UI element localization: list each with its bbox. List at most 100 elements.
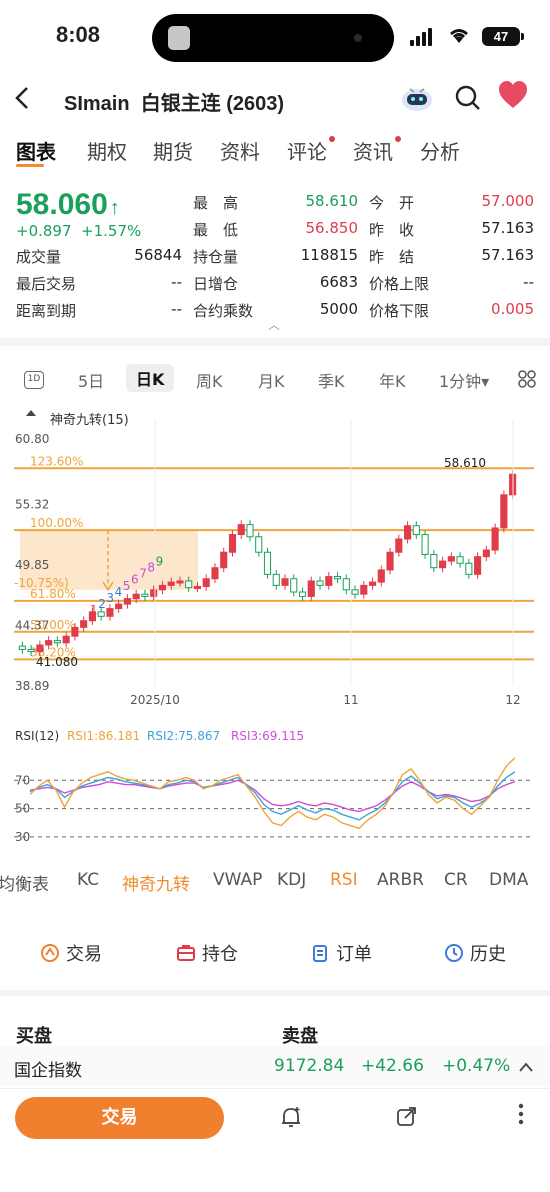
indicator-kdj[interactable]: KDJ [277,870,307,890]
history-action[interactable]: 历史 [444,940,506,966]
period-day[interactable]: 日K [126,364,175,392]
candle-body [141,593,149,597]
rsi-chart[interactable]: RSI(12) RSI1:86.181 RSI2:75.867 RSI3:69.115… [0,722,550,852]
expiry-value: -- [171,300,182,318]
low-value: 56.850 [305,219,359,237]
assistant-robot-icon[interactable] [400,83,434,113]
favorite-heart-icon[interactable] [498,81,528,117]
indicator-kc[interactable]: KC [77,870,100,890]
tab-profile[interactable]: 资料 [220,140,260,164]
candlestick-chart[interactable]: 神奇九转(15) 123.60% 100.00% -10.75%)61.80% 50.0… [0,400,550,710]
tab-underline [16,164,44,167]
back-icon[interactable] [12,83,32,121]
tab-chart[interactable]: 图表 [16,140,56,164]
candle-body [395,538,403,553]
candle-body [246,524,254,538]
candle-body [167,581,175,586]
candle-body [202,578,210,587]
x-tick-label: 12 [505,693,520,707]
td-count: 8 [147,561,155,575]
price-change: +0.897 +1.57% [16,222,142,240]
fib-label: 123.60% [30,454,83,468]
candle-body [123,598,131,605]
trade-button[interactable]: 交易 [15,1097,224,1139]
notification-dot [395,136,401,142]
index-ticker[interactable]: 国企指数 9172.84 +42.66 +0.47% [0,1046,550,1086]
signal-icon [410,28,438,46]
expand-caret-icon[interactable]: ︿ [268,318,281,332]
td-count: 1 [90,603,98,617]
rsi1-line [29,757,516,830]
rsi1-legend: RSI1:86.181 [67,729,140,743]
expiry-label: 距离到期 [16,302,77,320]
orders-action[interactable]: 订单 [310,940,372,966]
alert-bell-icon[interactable] [280,1105,302,1134]
multiplier-value: 5000 [319,300,358,318]
candle-body [360,584,368,595]
share-icon[interactable] [396,1105,418,1132]
search-icon[interactable] [455,85,481,111]
tab-news[interactable]: 资讯 [353,136,401,165]
fib-arrow-head [102,581,114,592]
indicator-ichimoku[interactable]: 均衡表 [0,875,49,895]
more-vertical-icon[interactable] [518,1103,524,1131]
tab-comments[interactable]: 评论 [287,136,335,165]
candle-body [185,580,193,589]
candle-body [439,560,447,569]
indicator-label: 神奇九转(15) [50,412,129,428]
candle-body [27,648,35,653]
period-1min[interactable]: 1分钟▾ [439,372,490,391]
indicator-dma[interactable]: DMA [489,870,529,890]
layout-grid-icon[interactable] [518,370,536,393]
indicator-vwap[interactable]: VWAP [213,870,263,890]
period-month[interactable]: 月K [258,372,285,391]
candle-body [211,567,219,580]
candle-body [482,549,490,558]
period-1d-icon[interactable]: 1D [24,371,44,389]
y-tick-label: 55.32 [15,498,49,512]
header: SImain 白银主连 (2603) [0,75,550,125]
trade-action[interactable]: 交易 [40,940,102,966]
daily-oi-value: 6683 [319,273,358,291]
open-label: 今 开 [369,194,415,212]
briefcase-icon [177,945,195,961]
upper-limit-value: -- [523,273,534,291]
orders-action-label: 订单 [336,944,372,965]
battery-icon: 47 [482,27,524,46]
td-count: 6 [131,573,139,587]
prev-close-label: 昨 收 [369,221,415,239]
prev-close-value: 57.163 [481,219,535,237]
high-label: 最 高 [193,194,239,212]
tab-news-label: 资讯 [353,140,393,164]
indicator-cr[interactable]: CR [444,870,468,890]
trade-icon [41,944,59,962]
period-quarter[interactable]: 季K [318,372,345,391]
period-5d[interactable]: 5日 [78,372,105,391]
tab-options[interactable]: 期权 [87,140,127,164]
period-week[interactable]: 周K [196,372,223,391]
period-year[interactable]: 年K [379,372,406,391]
candle-body [193,585,202,589]
indicator-rsi[interactable]: RSI [330,870,358,890]
open-value: 57.000 [481,192,535,210]
candle-body [176,580,184,584]
divider [0,338,550,346]
tab-futures[interactable]: 期货 [153,140,193,164]
tab-analysis[interactable]: 分析 [420,140,460,164]
fib-highlight-box [20,530,198,590]
upper-limit-label: 价格上限 [369,275,430,293]
indicator-arbr[interactable]: ARBR [377,870,424,890]
candle-body [255,536,263,553]
last-trade-value: -- [171,273,182,291]
positions-action[interactable]: 持仓 [176,940,238,966]
fib-label: 100.00% [30,516,83,530]
indicator-td-nine[interactable]: 神奇九转 [122,875,190,895]
dynamic-island [152,14,394,62]
candle-body [281,578,289,586]
candle-body [474,556,482,575]
index-pct: +0.47% [442,1056,511,1076]
sell-side-label: 卖盘 [282,1026,318,1047]
low-label: 最 低 [193,221,239,239]
candle-body [456,556,464,564]
chevron-up-icon[interactable] [518,1058,534,1077]
